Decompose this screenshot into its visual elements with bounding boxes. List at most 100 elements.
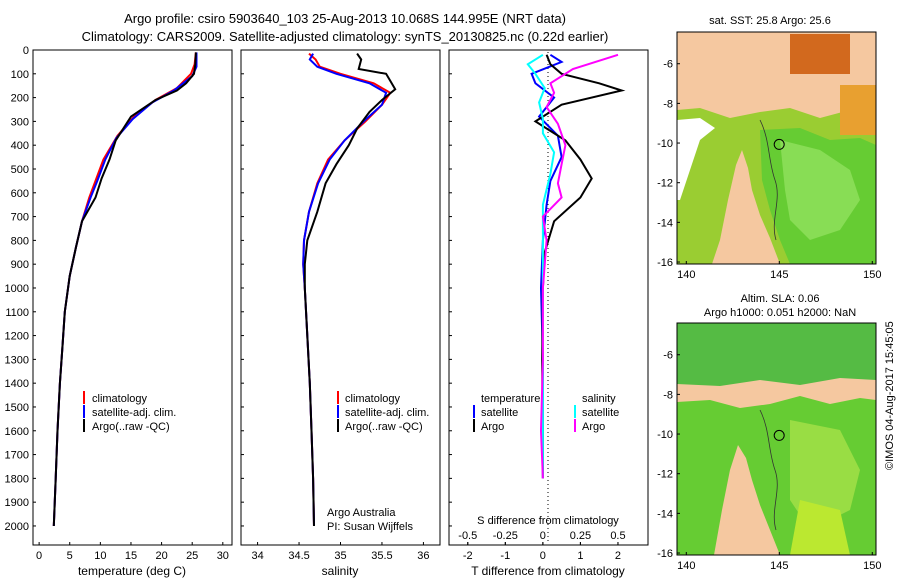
sla-map-frame bbox=[676, 322, 877, 556]
salinity-series bbox=[302, 52, 397, 527]
legend-salinity-title: salinity bbox=[582, 393, 616, 405]
series-satellite-adj-clim- bbox=[302, 53, 388, 527]
series-argo bbox=[303, 53, 397, 527]
sst-map-missing-data bbox=[677, 118, 715, 200]
x-tick-label: 34 bbox=[251, 550, 263, 562]
map-x-tick-label: 145 bbox=[770, 269, 788, 281]
legend-satellite: satellite-adj. clim. bbox=[345, 407, 429, 419]
legend-argo: Argo(..raw -QC) bbox=[345, 421, 423, 433]
legend-t-argo: Argo bbox=[481, 421, 504, 433]
temperature-panel-frame bbox=[32, 49, 233, 546]
sst-map-patch bbox=[780, 140, 860, 240]
depth-tick-label: 1500 bbox=[5, 402, 29, 414]
sst-map-warm-patch bbox=[790, 34, 850, 74]
s-difference-xlabel: S difference from climatology bbox=[477, 515, 619, 527]
sla-map bbox=[677, 323, 876, 555]
temperature-xlabel: temperature (deg C) bbox=[78, 564, 186, 578]
x-tick-label: 25 bbox=[186, 550, 198, 562]
x-tick-label: 0 bbox=[36, 550, 42, 562]
depth-tick-label: 400 bbox=[11, 140, 29, 152]
sst-argo-marker bbox=[773, 138, 785, 150]
depth-tick-label: 1700 bbox=[5, 450, 29, 462]
legend-climatology: climatology bbox=[345, 393, 401, 405]
map-y-tick-label: -8 bbox=[663, 98, 673, 110]
x-tick-label: 34.5 bbox=[288, 550, 309, 562]
depth-tick-label: 500 bbox=[11, 164, 29, 176]
depth-tick-label: 200 bbox=[11, 93, 29, 105]
x-tick-label: 0 bbox=[540, 550, 546, 562]
sla-map-bathymetry bbox=[759, 409, 778, 531]
header-line1: Argo profile: csiro 5903640_103 25-Aug-2… bbox=[124, 11, 566, 26]
depth-tick-label: 100 bbox=[11, 69, 29, 81]
x-tick-label: 20 bbox=[155, 550, 167, 562]
legend-climatology: climatology bbox=[92, 393, 148, 405]
map-y-tick-label: -12 bbox=[657, 469, 673, 481]
depth-axis: 0 100 200 300 400 500 600 700 800 900 1000 1100 1200… bbox=[5, 45, 452, 533]
map-x-tick-label: 150 bbox=[863, 560, 881, 572]
depth-tick-label: 2000 bbox=[5, 521, 29, 533]
legend-argo: Argo(..raw -QC) bbox=[92, 421, 170, 433]
x-tick-label: 0.5 bbox=[610, 530, 625, 542]
imos-stamp: ©IMOS 04-Aug-2017 15:45:05 bbox=[884, 321, 896, 470]
legend-s-satellite: satellite bbox=[582, 407, 619, 419]
map-x-tick-label: 140 bbox=[677, 269, 695, 281]
sst-map-frame bbox=[676, 31, 877, 265]
series-climatology bbox=[52, 52, 197, 527]
map-y-tick-label: -6 bbox=[663, 350, 673, 362]
x-tick-label: 35.5 bbox=[371, 550, 392, 562]
x-tick-label: 5 bbox=[67, 550, 73, 562]
depth-tick-label: 300 bbox=[11, 116, 29, 128]
sla-map-coral-sea bbox=[677, 323, 876, 386]
sst-map bbox=[677, 32, 876, 264]
temperature-series bbox=[52, 52, 198, 527]
legend-temperature-title: temperature bbox=[481, 393, 540, 405]
series-satellite-adj-clim- bbox=[52, 52, 198, 527]
map-y-tick-label: -12 bbox=[657, 178, 673, 190]
depth-tick-label: 700 bbox=[11, 212, 29, 224]
s-difference-x-axis: -0.5 -0.25 0 0.25 0.5 bbox=[458, 530, 626, 545]
depth-tick-label: 900 bbox=[11, 259, 29, 271]
salinity-panel-frame bbox=[240, 49, 441, 546]
x-tick-label: -2 bbox=[463, 550, 473, 562]
sla-map-title-1: Altim. SLA: 0.06 bbox=[741, 293, 820, 305]
x-tick-label: 35 bbox=[334, 550, 346, 562]
map-y-tick-label: -8 bbox=[663, 389, 673, 401]
map-y-tick-label: -14 bbox=[657, 508, 673, 520]
map-y-tick-label: -6 bbox=[663, 59, 673, 71]
map-x-tick-label: 140 bbox=[677, 560, 695, 572]
depth-tick-label: 600 bbox=[11, 188, 29, 200]
t-difference-xlabel: T difference from climatology bbox=[471, 564, 625, 578]
sst-map-axes: 140 145 150 -6 -8 -10 -12 -14 -16 bbox=[657, 59, 881, 281]
depth-tick-label: 1200 bbox=[5, 331, 29, 343]
salinity-xlabel: salinity bbox=[322, 564, 359, 578]
x-tick-label: 0 bbox=[540, 530, 546, 542]
legend-satellite: satellite-adj. clim. bbox=[92, 407, 176, 419]
salinity-x-axis: 34 34.5 35 35.5 36 bbox=[251, 542, 430, 562]
depth-tick-label: 0 bbox=[23, 45, 29, 57]
depth-tick-label: 800 bbox=[11, 235, 29, 247]
map-y-tick-label: -10 bbox=[657, 138, 673, 150]
x-tick-label: 2 bbox=[615, 550, 621, 562]
legend-t-satellite: satellite bbox=[481, 407, 518, 419]
difference-series bbox=[526, 53, 626, 479]
difference-panel-frame bbox=[448, 49, 649, 546]
x-tick-label: 10 bbox=[94, 550, 106, 562]
map-y-tick-label: -16 bbox=[657, 548, 673, 560]
map-y-tick-label: -16 bbox=[657, 257, 673, 269]
sst-map-bathymetry bbox=[759, 119, 778, 241]
pi-label: PI: Susan Wijffels bbox=[327, 521, 413, 533]
difference-legend: temperature satellite Argo salinity sate… bbox=[473, 393, 619, 433]
series-climatology bbox=[302, 52, 392, 527]
map-y-tick-label: -10 bbox=[657, 429, 673, 441]
map-x-tick-label: 150 bbox=[863, 269, 881, 281]
sst-map-title: sat. SST: 25.8 Argo: 25.6 bbox=[709, 15, 831, 27]
x-tick-label: 30 bbox=[217, 550, 229, 562]
sst-map-warm-patch-2 bbox=[840, 85, 876, 135]
header-line2: Climatology: CARS2009. Satellite-adjuste… bbox=[82, 29, 609, 44]
x-tick-label: 0.25 bbox=[570, 530, 591, 542]
series-salinity-argo bbox=[539, 53, 619, 479]
series-temperature-satellite bbox=[530, 53, 564, 479]
depth-tick-label: 1400 bbox=[5, 378, 29, 390]
map-x-tick-label: 145 bbox=[770, 560, 788, 572]
